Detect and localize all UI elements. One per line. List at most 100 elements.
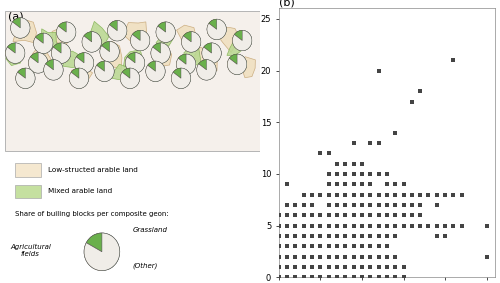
Wedge shape: [176, 54, 186, 74]
Polygon shape: [86, 22, 109, 48]
Wedge shape: [184, 32, 201, 52]
Wedge shape: [52, 43, 61, 63]
Wedge shape: [156, 22, 166, 42]
Wedge shape: [96, 61, 114, 82]
Wedge shape: [28, 53, 48, 73]
Wedge shape: [120, 68, 140, 89]
Wedge shape: [46, 60, 63, 80]
Wedge shape: [172, 68, 181, 88]
Wedge shape: [84, 32, 102, 52]
Wedge shape: [6, 43, 15, 63]
Wedge shape: [130, 30, 150, 51]
Polygon shape: [218, 28, 240, 52]
Polygon shape: [184, 47, 201, 66]
Text: Grassland: Grassland: [132, 227, 168, 233]
Wedge shape: [202, 43, 222, 63]
Wedge shape: [156, 22, 176, 42]
Wedge shape: [228, 54, 247, 74]
Polygon shape: [62, 51, 81, 67]
Wedge shape: [130, 30, 140, 50]
Wedge shape: [197, 60, 216, 80]
Wedge shape: [234, 30, 252, 51]
Polygon shape: [124, 50, 143, 71]
Wedge shape: [197, 60, 206, 80]
Polygon shape: [28, 49, 50, 71]
Wedge shape: [207, 19, 227, 40]
Wedge shape: [44, 60, 54, 80]
Wedge shape: [95, 61, 104, 81]
Wedge shape: [18, 68, 35, 89]
Wedge shape: [16, 68, 35, 89]
Wedge shape: [95, 61, 114, 82]
Wedge shape: [228, 54, 237, 74]
Text: Mixed arable land: Mixed arable land: [48, 188, 112, 194]
Wedge shape: [16, 68, 26, 88]
Wedge shape: [198, 60, 216, 80]
Polygon shape: [154, 47, 172, 67]
Wedge shape: [34, 33, 53, 53]
Text: Low-structed arable land: Low-structed arable land: [48, 167, 138, 173]
Wedge shape: [84, 233, 102, 271]
Text: (a): (a): [8, 11, 23, 21]
Wedge shape: [127, 53, 145, 73]
Polygon shape: [101, 42, 122, 69]
Wedge shape: [178, 54, 196, 74]
Wedge shape: [148, 61, 165, 82]
Text: (b): (b): [279, 0, 294, 8]
Wedge shape: [70, 68, 88, 89]
Wedge shape: [204, 43, 222, 63]
Wedge shape: [232, 30, 242, 50]
Wedge shape: [229, 54, 247, 74]
Wedge shape: [10, 18, 30, 38]
Wedge shape: [70, 68, 79, 88]
Wedge shape: [100, 42, 119, 62]
Polygon shape: [52, 28, 72, 45]
FancyBboxPatch shape: [5, 11, 260, 151]
Wedge shape: [132, 30, 150, 51]
FancyBboxPatch shape: [15, 185, 40, 198]
Wedge shape: [10, 18, 20, 38]
Wedge shape: [84, 233, 120, 271]
Wedge shape: [44, 60, 63, 80]
Wedge shape: [56, 22, 76, 42]
Wedge shape: [158, 22, 176, 42]
Polygon shape: [176, 25, 200, 48]
Polygon shape: [112, 64, 130, 80]
Wedge shape: [36, 33, 53, 53]
Wedge shape: [146, 61, 165, 82]
Wedge shape: [152, 43, 170, 63]
Wedge shape: [74, 53, 84, 73]
Wedge shape: [102, 42, 119, 62]
Wedge shape: [173, 68, 190, 89]
Polygon shape: [6, 49, 20, 66]
Wedge shape: [56, 22, 66, 42]
Wedge shape: [34, 33, 43, 53]
Polygon shape: [227, 41, 243, 56]
Text: Agricultural
fields: Agricultural fields: [10, 244, 51, 257]
Wedge shape: [122, 68, 140, 89]
Wedge shape: [120, 68, 130, 88]
Wedge shape: [182, 32, 191, 52]
Wedge shape: [146, 61, 156, 81]
Wedge shape: [74, 53, 94, 73]
Text: (Other): (Other): [132, 262, 158, 269]
Wedge shape: [232, 30, 252, 51]
Wedge shape: [202, 43, 211, 63]
Wedge shape: [151, 43, 171, 63]
Wedge shape: [126, 53, 135, 73]
Wedge shape: [52, 43, 71, 63]
Wedge shape: [28, 53, 38, 73]
Wedge shape: [6, 43, 25, 63]
Wedge shape: [108, 21, 127, 41]
Wedge shape: [8, 43, 25, 63]
Polygon shape: [156, 31, 173, 50]
Wedge shape: [108, 21, 117, 40]
Polygon shape: [70, 68, 92, 83]
Polygon shape: [13, 20, 36, 43]
Wedge shape: [100, 42, 110, 61]
Wedge shape: [12, 18, 30, 38]
Wedge shape: [54, 43, 71, 63]
Wedge shape: [209, 19, 226, 40]
Wedge shape: [151, 43, 160, 63]
Polygon shape: [42, 29, 57, 49]
